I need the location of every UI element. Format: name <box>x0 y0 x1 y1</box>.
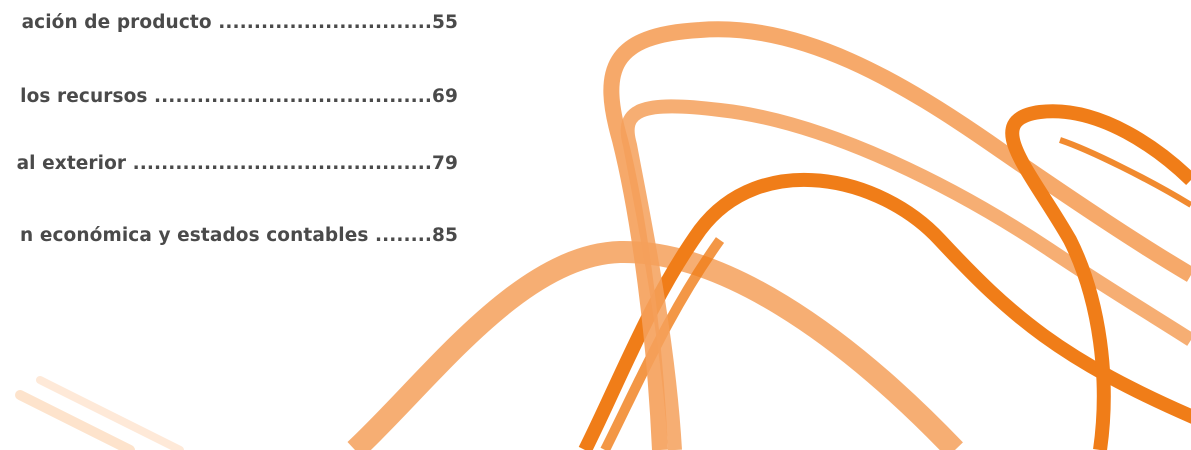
toc-entry-title: n económica y estados contables <box>20 225 369 246</box>
toc-entry-title: ación de producto <box>21 12 212 33</box>
toc-entry-leader: ........................................… <box>126 153 433 174</box>
toc-entry-page: 69 <box>432 86 458 107</box>
toc-entry-title: los recursos <box>20 86 148 107</box>
toc-entry-leader: ....................................... <box>147 86 433 107</box>
toc-entry-page: 79 <box>432 153 458 174</box>
faint-swoosh <box>36 376 184 450</box>
light-swoosh <box>347 240 963 450</box>
table-of-contents: ación de producto ......................… <box>0 0 470 260</box>
faint-swoosh <box>15 390 135 450</box>
dark-swoosh <box>578 172 1191 450</box>
dark-right-swoosh <box>1059 137 1191 208</box>
toc-entry-page: 55 <box>432 12 458 33</box>
toc-entry-leader: .............................. <box>211 12 433 33</box>
toc-entry[interactable]: al exterior ............................… <box>17 153 458 174</box>
toc-entry[interactable]: los recursos ...........................… <box>20 86 458 107</box>
toc-entry-leader: ........ <box>368 225 433 246</box>
toc-entry[interactable]: n económica y estados contables ........… <box>20 225 458 246</box>
toc-entry-page: 85 <box>432 225 458 246</box>
dark-right-swoosh <box>1005 104 1191 450</box>
toc-entry[interactable]: ación de producto ......................… <box>22 12 458 33</box>
light-loop-swoosh <box>603 21 1191 450</box>
toc-entry-title: al exterior <box>16 153 127 174</box>
